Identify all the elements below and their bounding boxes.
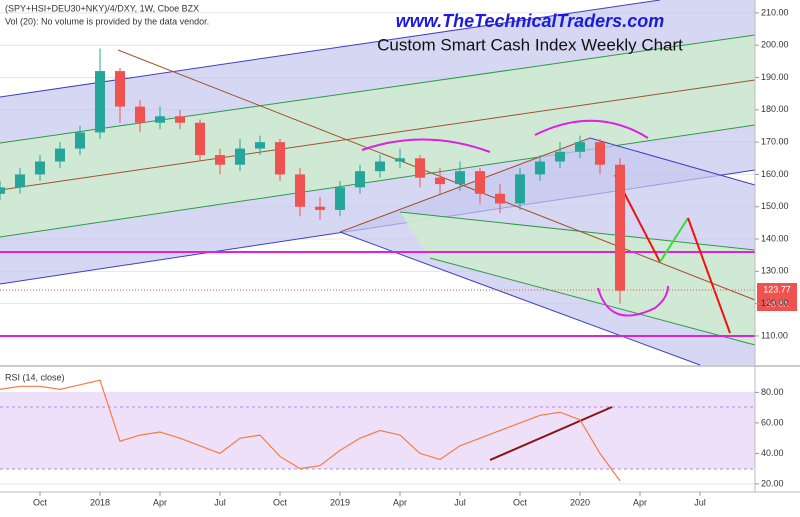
rsi-band	[0, 392, 755, 469]
rsi-line	[0, 379, 621, 482]
last-price: 123.77	[763, 284, 791, 294]
candle-body	[355, 171, 365, 188]
x-tick-label: 2018	[90, 497, 110, 507]
candle-body	[275, 142, 285, 175]
countdown-box	[757, 297, 797, 311]
candle-body	[215, 155, 225, 165]
candle-body	[175, 116, 185, 123]
y-tick-label: 110.00	[761, 330, 788, 340]
x-tick-label: Jul	[214, 497, 226, 507]
y-tick-label: 140.00	[761, 233, 789, 243]
site-title: www.TheTechnicalTraders.com	[396, 11, 664, 31]
candle-body	[375, 161, 385, 172]
x-tick-label: 2019	[330, 497, 350, 507]
x-tick-label: Jul	[694, 497, 706, 507]
candle-body	[575, 142, 585, 152]
projection	[687, 217, 731, 334]
candle-body	[135, 106, 145, 123]
candle-body	[0, 187, 5, 194]
y-tick-label: 130.00	[761, 266, 789, 276]
candle-body	[75, 132, 85, 149]
fork-inner	[400, 212, 755, 345]
fork-line	[429, 257, 756, 346]
arc	[597, 285, 669, 317]
y-tick-label: 120.00	[761, 298, 789, 308]
channel-line	[0, 0, 661, 98]
arc	[361, 138, 491, 153]
candle-body	[255, 142, 265, 149]
y-tick-label: 180.00	[761, 104, 789, 114]
last-price-box	[757, 283, 797, 297]
y-tick-label: 20.00	[761, 478, 784, 488]
x-tick-label: Apr	[153, 497, 167, 507]
fork-line	[339, 231, 701, 366]
candle-body	[115, 71, 125, 107]
candle-body	[455, 171, 465, 185]
fork-line	[399, 211, 756, 251]
y-tick-label: 40.00	[761, 448, 784, 458]
y-tick-label: 200.00	[761, 40, 789, 50]
channel-line	[0, 124, 756, 238]
channel-line	[0, 34, 756, 144]
rsi-title: RSI (14, close)	[5, 372, 65, 382]
header: (SPY+HSI+DEU30+NKY)/4/DXY, 1W, Cboe BZX	[5, 3, 199, 13]
chart-title: Custom Smart Cash Index Weekly Chart	[377, 35, 683, 54]
candle-body	[515, 174, 525, 204]
y-tick-label: 60.00	[761, 417, 784, 427]
arc	[534, 119, 649, 139]
trend-line	[117, 49, 756, 301]
candle-body	[435, 177, 445, 185]
countdown: 3d 8h	[766, 298, 789, 308]
candle-body	[475, 171, 485, 194]
drawings	[0, 0, 756, 470]
candle-body	[295, 174, 305, 207]
channel-line	[0, 79, 756, 191]
rsi-trend	[489, 406, 613, 461]
y-tick-label: 210.00	[761, 7, 789, 17]
candle-body	[395, 158, 405, 162]
candle-body	[555, 151, 565, 162]
candle-body	[195, 122, 205, 156]
candle-body	[95, 71, 105, 133]
x-tick-label: Oct	[273, 497, 288, 507]
projection	[659, 217, 689, 263]
fork-line	[589, 137, 756, 186]
x-tick-label: Apr	[633, 497, 647, 507]
candle-body	[55, 148, 65, 162]
x-tick-label: Apr	[393, 497, 407, 507]
channel-inner	[0, 35, 755, 237]
candle-body	[35, 161, 45, 175]
candle-body	[315, 206, 325, 210]
y-tick-label: 170.00	[761, 136, 789, 146]
note: Vol (20): No volume is provided by the d…	[5, 16, 209, 26]
candle-body	[235, 148, 245, 165]
x-tick-label: 2020	[570, 497, 590, 507]
candle-body	[535, 161, 545, 175]
candle-body	[495, 193, 505, 204]
y-tick-label: 80.00	[761, 387, 784, 397]
x-tick-label: Oct	[513, 497, 528, 507]
candle-body	[335, 187, 345, 210]
fork-line	[339, 137, 591, 233]
candle-body	[615, 164, 625, 291]
x-tick-label: Oct	[33, 497, 48, 507]
y-tick-label: 160.00	[761, 169, 789, 179]
candle-body	[155, 116, 165, 123]
candle-body	[595, 142, 605, 165]
y-tick-label: 150.00	[761, 201, 789, 211]
y-tick-label: 190.00	[761, 72, 789, 82]
candle-body	[415, 158, 425, 178]
x-tick-label: Jul	[454, 497, 466, 507]
candle-body	[15, 174, 25, 188]
